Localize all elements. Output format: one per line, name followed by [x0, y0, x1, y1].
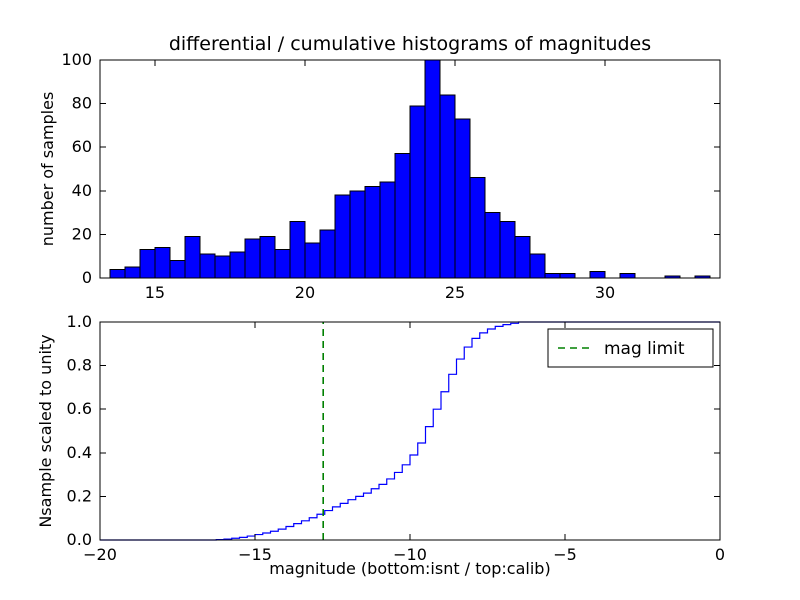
legend: mag limit: [547, 328, 714, 368]
axes-spine: [99, 321, 721, 541]
legend-label: mag limit: [604, 339, 685, 359]
x-tick-label: 20: [295, 283, 315, 302]
y-tick-label: 100: [61, 50, 92, 69]
histogram-bar: [184, 236, 201, 279]
y-tick-label: 20: [72, 224, 92, 243]
histogram-bar: [259, 236, 276, 279]
figure-title: differential / cumulative histograms of …: [169, 33, 651, 55]
histogram-bar: [349, 190, 366, 279]
histogram-bar: [229, 251, 246, 279]
histogram-bar: [274, 249, 291, 279]
histogram-bar: [499, 220, 516, 279]
histogram-bar: [559, 273, 576, 279]
histogram-bar: [544, 273, 561, 279]
histogram-bar: [529, 253, 546, 279]
histogram-bar: [589, 270, 606, 279]
histogram-bar: [214, 255, 231, 279]
histogram-bar: [439, 94, 456, 279]
histogram-bar: [304, 242, 321, 279]
x-tick-label: 0: [715, 545, 725, 564]
y-tick-label: 60: [72, 137, 92, 156]
x-tick-label: −5: [553, 545, 577, 564]
y-tick-label: 40: [72, 181, 92, 200]
histogram-bar: [109, 268, 126, 279]
axes-spine: [99, 59, 721, 279]
histogram-bar: [364, 185, 381, 279]
histogram-bar: [619, 273, 636, 279]
histogram-bar: [424, 59, 441, 279]
x-tick-label: 15: [145, 283, 165, 302]
histogram-bar: [379, 181, 396, 279]
histogram-bar: [394, 153, 411, 279]
y-tick-label: 1.0: [67, 312, 92, 331]
y-tick-label: 0: [82, 268, 92, 287]
y-tick-label: 0.8: [67, 356, 92, 375]
plot-content: 15 20 25 30 0 20 40 60 80 100 −20 −15 −10 −5 0 0.0 0.2 0.…: [61, 50, 725, 564]
y-tick-label: 0.0: [67, 530, 92, 549]
histogram-bar: [154, 246, 171, 279]
histogram-bar: [319, 229, 336, 279]
axes-bottom: −20 −15 −10 −5 0 0.0 0.2 0.4 0.6 0.8 1.0: [67, 312, 726, 564]
histogram-bar: [484, 212, 501, 279]
x-tick-label: −20: [83, 545, 117, 564]
histogram-bar: [244, 238, 261, 279]
x-tick-label: 30: [595, 283, 615, 302]
y-tick-label: 0.2: [67, 486, 92, 505]
histogram-bar: [199, 253, 216, 279]
x-tick-label: −15: [238, 545, 272, 564]
axes-top: 15 20 25 30 0 20 40 60 80 100: [61, 50, 721, 302]
x-tick-label: −10: [393, 545, 427, 564]
histogram-bar: [169, 260, 186, 279]
histogram-bar: [139, 249, 156, 279]
x-tick-label: 25: [445, 283, 465, 302]
histogram-bar: [289, 220, 306, 279]
histogram-bar: [124, 266, 141, 279]
y-tick-label: 0.4: [67, 443, 92, 462]
y-tick-label: 80: [72, 94, 92, 113]
legend-box: [547, 328, 714, 368]
bottom-x-axis-label: magnitude (bottom:isnt / top:calib): [269, 559, 550, 578]
histogram-bar: [514, 236, 531, 279]
histogram-bar: [469, 177, 486, 279]
histogram-bar: [409, 105, 426, 279]
histogram-bar: [454, 118, 471, 279]
y-tick-label: 0.6: [67, 399, 92, 418]
cumulative-step-line: [100, 321, 720, 541]
histogram-bar: [334, 194, 351, 279]
bottom-y-axis-label: Nsample scaled to unity: [36, 334, 55, 527]
top-y-axis-label: number of samples: [38, 92, 57, 247]
